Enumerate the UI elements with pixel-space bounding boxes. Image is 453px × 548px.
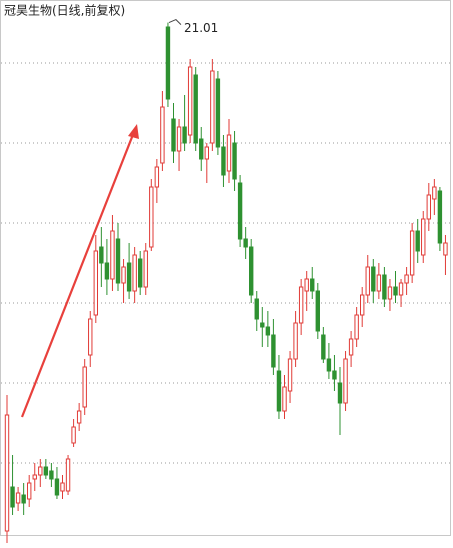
candle-body	[171, 118, 176, 152]
candle-body	[60, 482, 65, 492]
candle-body	[32, 474, 37, 480]
candle-body	[282, 386, 287, 412]
candle-body	[121, 266, 126, 284]
candle-body	[232, 142, 237, 180]
candle-body	[315, 290, 321, 332]
candle-body	[237, 182, 243, 240]
candle-body	[21, 494, 26, 504]
candle-body	[293, 322, 298, 360]
candle-body	[110, 230, 115, 280]
candle-body	[154, 166, 160, 188]
candle-body	[332, 370, 337, 380]
candle-body	[382, 274, 387, 300]
candle-body	[254, 298, 259, 320]
candle-body	[115, 238, 121, 284]
candle-body	[82, 366, 87, 408]
candle-body	[432, 186, 437, 200]
candle-body	[176, 126, 182, 152]
candle-body	[204, 146, 210, 160]
candle-body	[348, 338, 354, 356]
candle-body	[287, 358, 293, 392]
candle-body	[271, 334, 276, 368]
max-pointer	[168, 19, 182, 25]
candle-body	[165, 26, 171, 100]
candle-body	[210, 70, 215, 144]
candle-body	[38, 466, 43, 476]
candles	[4, 22, 448, 543]
candle-body	[426, 194, 432, 220]
candle-body	[71, 426, 76, 444]
candle-body	[276, 370, 282, 412]
candle-body	[88, 318, 93, 356]
candle-body	[415, 230, 420, 252]
candle-body	[199, 138, 204, 160]
candle-body	[99, 246, 104, 264]
candle-body	[371, 266, 376, 292]
candle-body	[15, 492, 21, 504]
candle-body	[260, 322, 265, 328]
candle-body	[365, 266, 370, 296]
candle-body	[43, 466, 49, 476]
candle-body	[215, 78, 221, 148]
candle-body	[226, 134, 232, 172]
chart-title: 冠昊生物(日线,前复权)	[4, 3, 125, 18]
candle-body	[398, 282, 404, 296]
candle-body	[104, 262, 110, 280]
candle-body	[65, 458, 71, 492]
trend-arrow	[20, 131, 136, 418]
candle-body	[149, 186, 154, 248]
candle-body	[437, 190, 443, 244]
candle-body	[265, 326, 271, 336]
candle-body	[310, 278, 315, 292]
candle-body	[54, 478, 60, 496]
candle-body	[243, 238, 248, 248]
candle-body	[421, 218, 426, 256]
candle-body	[354, 314, 359, 340]
candle-body	[10, 486, 15, 508]
candle-body	[343, 358, 348, 404]
candle-body	[187, 66, 193, 136]
candle-body	[387, 286, 393, 300]
candle-body	[393, 286, 398, 296]
candle-body	[304, 278, 309, 292]
candle-body	[360, 294, 365, 316]
candle-body	[298, 286, 304, 324]
candle-body	[160, 106, 165, 164]
candle-body	[182, 126, 187, 144]
candle-body	[27, 482, 32, 500]
candle-body	[49, 470, 54, 480]
candle-body	[138, 258, 143, 288]
candle-body	[4, 414, 10, 532]
candle-body	[321, 334, 326, 360]
candle-body	[409, 230, 415, 276]
candle-body	[193, 74, 198, 144]
grid	[1, 62, 450, 464]
candle-body	[337, 382, 343, 404]
candle-body	[326, 358, 332, 372]
candle-body	[143, 250, 148, 288]
candle-body	[404, 274, 409, 284]
candle-body	[376, 274, 382, 292]
candle-body	[132, 254, 137, 292]
candle-body	[76, 410, 82, 424]
arrow-head	[128, 124, 139, 139]
candle-body	[221, 146, 226, 176]
candle-body	[93, 250, 98, 316]
candle-body	[126, 262, 132, 292]
candle-body	[249, 246, 254, 296]
max-label: 21.01	[184, 21, 218, 35]
candle-body	[443, 242, 448, 256]
